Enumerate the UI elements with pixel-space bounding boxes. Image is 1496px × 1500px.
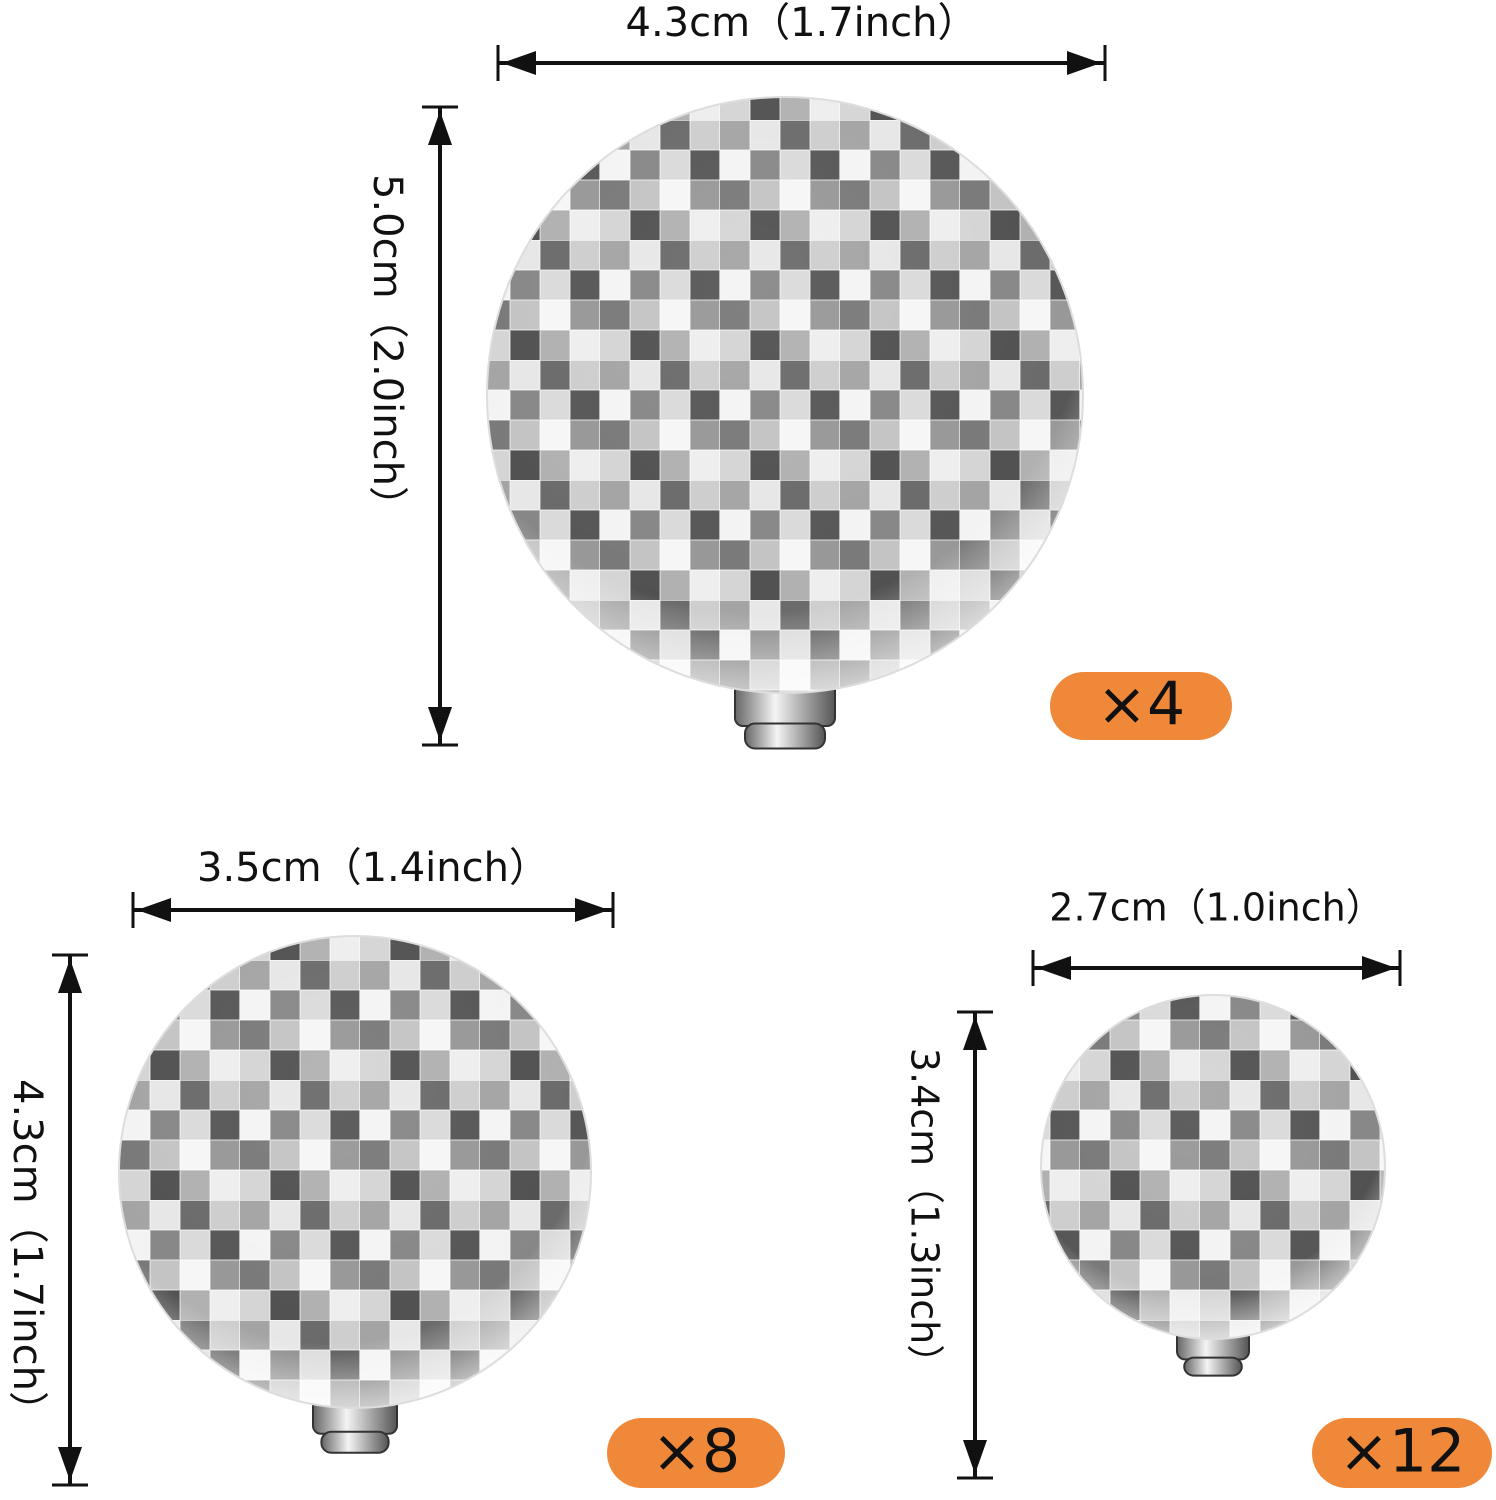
- dimension-arrow: [131, 892, 615, 928]
- arrow-head: [963, 1016, 987, 1050]
- disco-ball: [486, 96, 1084, 750]
- height-label: 5.0cm（2.0inch）: [364, 174, 410, 526]
- disco-ball: [118, 935, 592, 1454]
- arrow-head: [58, 1447, 82, 1481]
- width-label: 3.5cm（1.4inch）: [197, 845, 549, 891]
- arrow-head: [58, 959, 82, 993]
- dimension-arrow: [957, 1010, 993, 1480]
- arrow-head: [575, 898, 609, 922]
- quantity-badge: [1050, 672, 1232, 740]
- ball-cap-tip: [1183, 1356, 1243, 1377]
- ball-shine: [118, 935, 592, 1409]
- arrow-head: [428, 111, 452, 145]
- height-label: 4.3cm（1.7inch）: [4, 1079, 50, 1431]
- width-label: 2.7cm（1.0inch）: [1049, 886, 1383, 930]
- ball-cap-tip: [320, 1430, 390, 1454]
- quantity-label: ×4: [1097, 670, 1185, 740]
- quantity-badge: [607, 1418, 785, 1488]
- quantity-badge: [1312, 1418, 1492, 1488]
- arrow-head: [1362, 956, 1396, 980]
- dimension-arrow: [1031, 950, 1402, 986]
- quantity-label: ×8: [652, 1417, 740, 1487]
- ball-shine: [1040, 994, 1386, 1340]
- quantity-label: ×12: [1339, 1417, 1466, 1487]
- width-label: 4.3cm（1.7inch）: [626, 0, 978, 46]
- disco-ball: [1040, 994, 1386, 1377]
- height-label: 3.4cm（1.3inch）: [903, 1048, 947, 1382]
- arrow-head: [963, 1440, 987, 1474]
- dimension-arrow: [422, 105, 458, 747]
- dimension-arrow: [496, 45, 1107, 81]
- ball-cap-tip: [744, 722, 826, 750]
- dimension-arrow: [52, 953, 88, 1487]
- ball-shine: [486, 96, 1084, 694]
- arrow-head: [1067, 51, 1101, 75]
- arrow-head: [428, 707, 452, 741]
- arrow-head: [137, 898, 171, 922]
- arrow-head: [502, 51, 536, 75]
- arrow-head: [1037, 956, 1071, 980]
